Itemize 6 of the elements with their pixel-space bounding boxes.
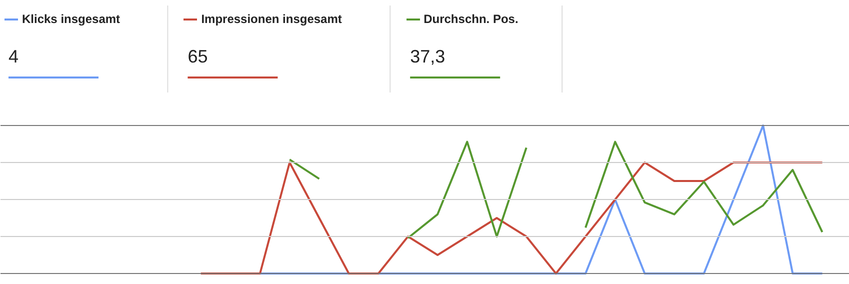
legend-label: Klicks insgesamt	[22, 12, 120, 26]
legend-label: Impressionen insgesamt	[201, 12, 342, 26]
legend-label: Durchschn. Pos.	[424, 12, 518, 26]
text: 65	[188, 46, 208, 66]
text: 37,3	[410, 46, 446, 66]
text: 4	[8, 46, 19, 66]
